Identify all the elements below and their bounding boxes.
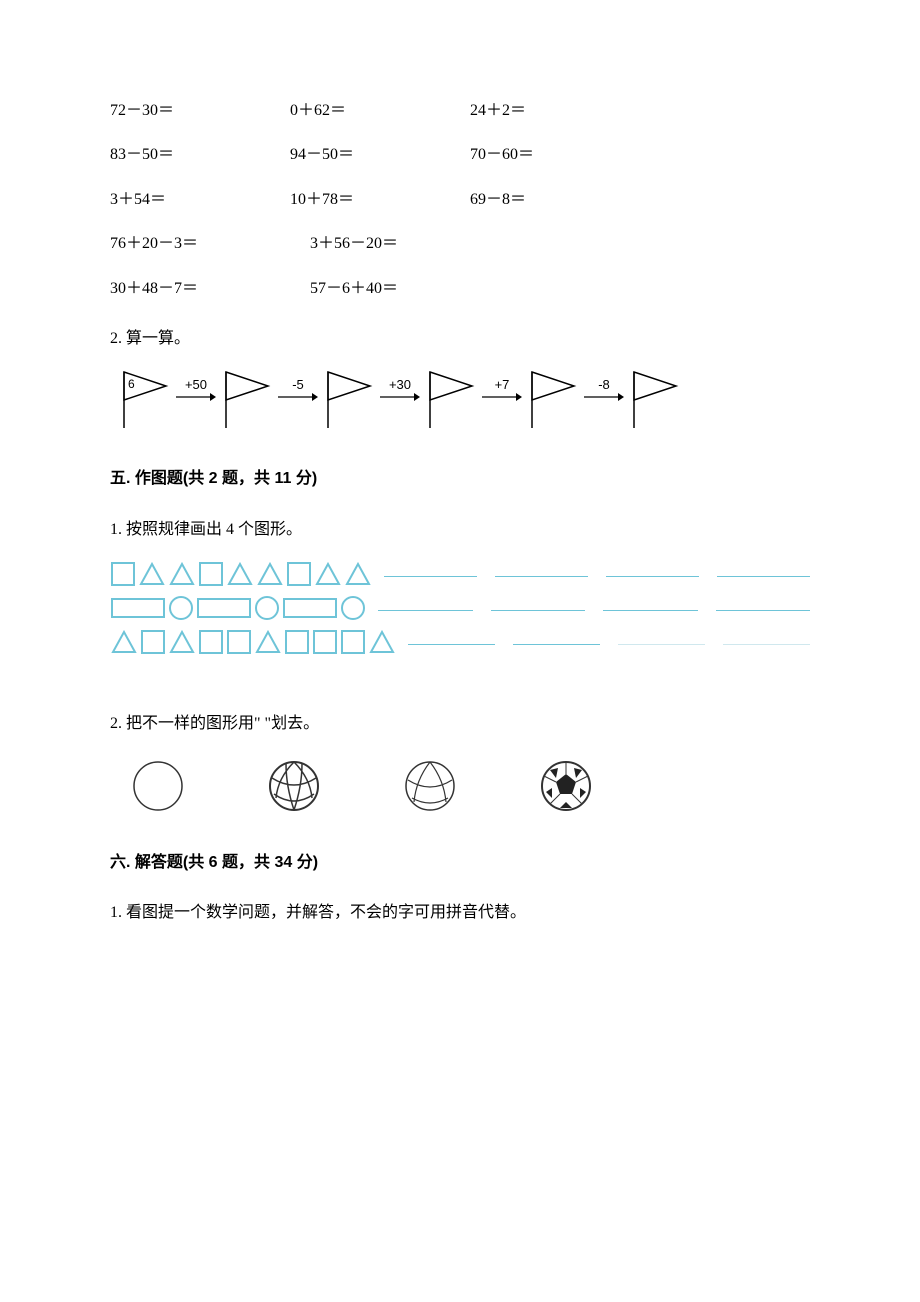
rect-icon <box>282 595 338 628</box>
blank-line <box>723 644 810 645</box>
balls-row <box>130 758 810 814</box>
blank-line <box>606 576 699 577</box>
square-icon <box>312 629 338 662</box>
triangle-icon <box>254 629 282 662</box>
problem-2-label: 2. 算一算。 <box>110 328 810 350</box>
soccer-icon <box>538 758 594 814</box>
arith-cell: 76＋20－3＝ <box>110 233 310 255</box>
arith-cell: 30＋48－7＝ <box>110 278 310 300</box>
arith-cell: 0＋62＝ <box>290 100 470 122</box>
volleyball_outline-icon <box>402 758 458 814</box>
flag-icon: 6 <box>120 370 174 430</box>
arith-cell: 70－60＝ <box>470 144 650 166</box>
arith-row: 3＋54＝ 10＋78＝ 69－8＝ <box>110 189 810 211</box>
blank-line <box>513 644 600 645</box>
flag-icon <box>222 370 276 430</box>
blank-line <box>378 610 473 611</box>
arith-row: 83－50＝ 94－50＝ 70－60＝ <box>110 144 810 166</box>
triangle-icon <box>138 561 166 594</box>
arith-cell: 24＋2＝ <box>470 100 650 122</box>
section-5-q1-label: 1. 按照规律画出 4 个图形。 <box>110 519 810 541</box>
square-icon <box>284 629 310 662</box>
arrow-op: +7 <box>482 376 522 402</box>
flag-value: 6 <box>128 376 135 393</box>
section-5-header: 五. 作图题(共 2 题，共 11 分) <box>110 468 810 490</box>
flag-icon <box>630 370 684 430</box>
triangle-icon <box>110 629 138 662</box>
triangle-icon <box>314 561 342 594</box>
arith-cell: 3＋54＝ <box>110 189 290 211</box>
section-6-header: 六. 解答题(共 6 题，共 34 分) <box>110 852 810 874</box>
pattern-shapes <box>110 595 366 628</box>
blank-line <box>716 610 811 611</box>
section-5-q2-label: 2. 把不一样的图形用" "划去。 <box>110 713 810 735</box>
flag-icon <box>426 370 480 430</box>
circle-icon <box>168 595 194 628</box>
blank-line <box>717 576 810 577</box>
triangle-icon <box>344 561 372 594</box>
pattern-blanks <box>408 644 810 649</box>
arith-cell <box>510 233 690 255</box>
pattern-row <box>110 595 810 629</box>
arith-cell <box>510 278 690 300</box>
arith-cell: 57－6＋40＝ <box>310 278 510 300</box>
rect-icon <box>110 595 166 628</box>
square-icon <box>110 561 136 594</box>
blank-line <box>495 576 588 577</box>
square-icon <box>140 629 166 662</box>
arith-cell: 83－50＝ <box>110 144 290 166</box>
pattern-shapes <box>110 561 372 594</box>
arrow-op: -8 <box>584 376 624 402</box>
pattern-blanks <box>384 576 810 581</box>
arith-row: 72－30＝ 0＋62＝ 24＋2＝ <box>110 100 810 122</box>
flag-icon <box>324 370 378 430</box>
circle_outline-icon <box>130 758 186 814</box>
square-icon <box>286 561 312 594</box>
blank-line <box>618 644 705 645</box>
pattern-shapes <box>110 629 396 662</box>
arith-cell: 10＋78＝ <box>290 189 470 211</box>
arith-cell: 69－8＝ <box>470 189 650 211</box>
arrow-op: +30 <box>380 376 420 402</box>
section-6-q1-label: 1. 看图提一个数学问题，并解答，不会的字可用拼音代替。 <box>110 902 810 924</box>
triangle-icon <box>256 561 284 594</box>
circle-icon <box>340 595 366 628</box>
arith-row: 76＋20－3＝ 3＋56－20＝ <box>110 233 810 255</box>
pattern-row <box>110 561 810 595</box>
square-icon <box>226 629 252 662</box>
blank-line <box>384 576 477 577</box>
blank-line <box>408 644 495 645</box>
triangle-icon <box>168 561 196 594</box>
triangle-icon <box>226 561 254 594</box>
arith-row: 30＋48－7＝ 57－6＋40＝ <box>110 278 810 300</box>
square-icon <box>198 629 224 662</box>
arrow-op: +50 <box>176 376 216 402</box>
blank-line <box>491 610 586 611</box>
volleyball-icon <box>266 758 322 814</box>
arith-cell: 72－30＝ <box>110 100 290 122</box>
triangle-icon <box>368 629 396 662</box>
rect-icon <box>196 595 252 628</box>
flag-icon <box>528 370 582 430</box>
flag-chain: 6 +50 -5 +30 +7 -8 <box>120 370 810 430</box>
square-icon <box>340 629 366 662</box>
circle-icon <box>254 595 280 628</box>
pattern-row <box>110 629 810 663</box>
triangle-icon <box>168 629 196 662</box>
arithmetic-block: 72－30＝ 0＋62＝ 24＋2＝ 83－50＝ 94－50＝ 70－60＝ … <box>110 100 810 300</box>
arith-cell: 3＋56－20＝ <box>310 233 510 255</box>
pattern-blanks <box>378 610 810 615</box>
arith-cell: 94－50＝ <box>290 144 470 166</box>
arrow-op: -5 <box>278 376 318 402</box>
pattern-area <box>110 561 810 663</box>
square-icon <box>198 561 224 594</box>
blank-line <box>603 610 698 611</box>
